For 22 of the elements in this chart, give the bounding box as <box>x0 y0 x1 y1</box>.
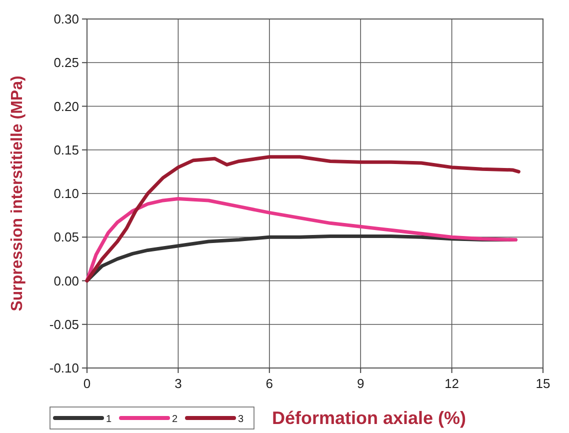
legend-label: 2 <box>172 414 178 425</box>
y-tick-label: 0.10 <box>54 186 79 201</box>
y-tick-label: 0.15 <box>54 142 79 158</box>
legend-label: 1 <box>106 414 112 425</box>
y-tick-label: 0.20 <box>54 98 79 114</box>
legend-label: 3 <box>238 414 244 425</box>
x-tick-label: 9 <box>356 376 364 391</box>
y-tick-label: -0.10 <box>49 360 79 376</box>
x-tick-label: 0 <box>83 376 91 391</box>
line-series <box>85 196 518 282</box>
line-series <box>85 155 520 282</box>
y-tick-label: -0.05 <box>49 316 79 332</box>
x-tick-label: 6 <box>266 376 274 391</box>
x-tick-label: 3 <box>174 376 182 391</box>
x-tick-label: 15 <box>536 376 550 391</box>
x-axis-title: Déformation axiale (%) <box>272 408 466 428</box>
x-tick-label: 12 <box>444 376 460 391</box>
y-tick-label: 0.30 <box>54 12 79 26</box>
y-tick-label: 0.05 <box>54 230 79 245</box>
y-tick-label: 0.00 <box>54 273 79 288</box>
y-axis-title: Surpression interstitielle (MPa) <box>9 76 26 312</box>
y-tick-label: 0.25 <box>54 55 79 70</box>
